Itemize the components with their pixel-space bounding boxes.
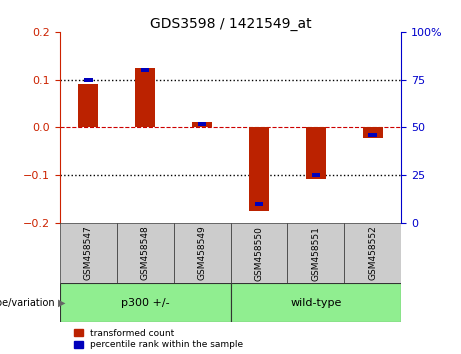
- Bar: [60, 223, 117, 283]
- Text: wild-type: wild-type: [290, 298, 342, 308]
- Bar: [192, 122, 212, 127]
- Text: ▶: ▶: [58, 298, 65, 308]
- Legend: transformed count, percentile rank within the sample: transformed count, percentile rank withi…: [74, 329, 243, 349]
- Bar: [312, 173, 320, 177]
- Bar: [230, 223, 287, 283]
- Bar: [249, 127, 269, 211]
- Bar: [344, 223, 401, 283]
- Bar: [174, 223, 230, 283]
- Bar: [84, 78, 93, 81]
- Bar: [135, 68, 155, 127]
- Bar: [78, 84, 98, 127]
- Bar: [230, 283, 401, 322]
- Title: GDS3598 / 1421549_at: GDS3598 / 1421549_at: [150, 17, 311, 31]
- Bar: [254, 202, 263, 206]
- Text: GSM458548: GSM458548: [141, 226, 150, 280]
- Text: GSM458552: GSM458552: [368, 226, 377, 280]
- Text: p300 +/-: p300 +/-: [121, 298, 170, 308]
- Bar: [141, 68, 149, 72]
- Text: genotype/variation: genotype/variation: [0, 298, 55, 308]
- Text: GSM458550: GSM458550: [254, 225, 263, 281]
- Bar: [368, 133, 377, 137]
- Bar: [287, 223, 344, 283]
- Bar: [117, 223, 174, 283]
- Text: GSM458551: GSM458551: [311, 225, 320, 281]
- Bar: [60, 283, 230, 322]
- Text: GSM458549: GSM458549: [198, 226, 207, 280]
- Bar: [198, 122, 207, 126]
- Text: GSM458547: GSM458547: [84, 226, 93, 280]
- Bar: [363, 127, 383, 138]
- Bar: [306, 127, 326, 178]
